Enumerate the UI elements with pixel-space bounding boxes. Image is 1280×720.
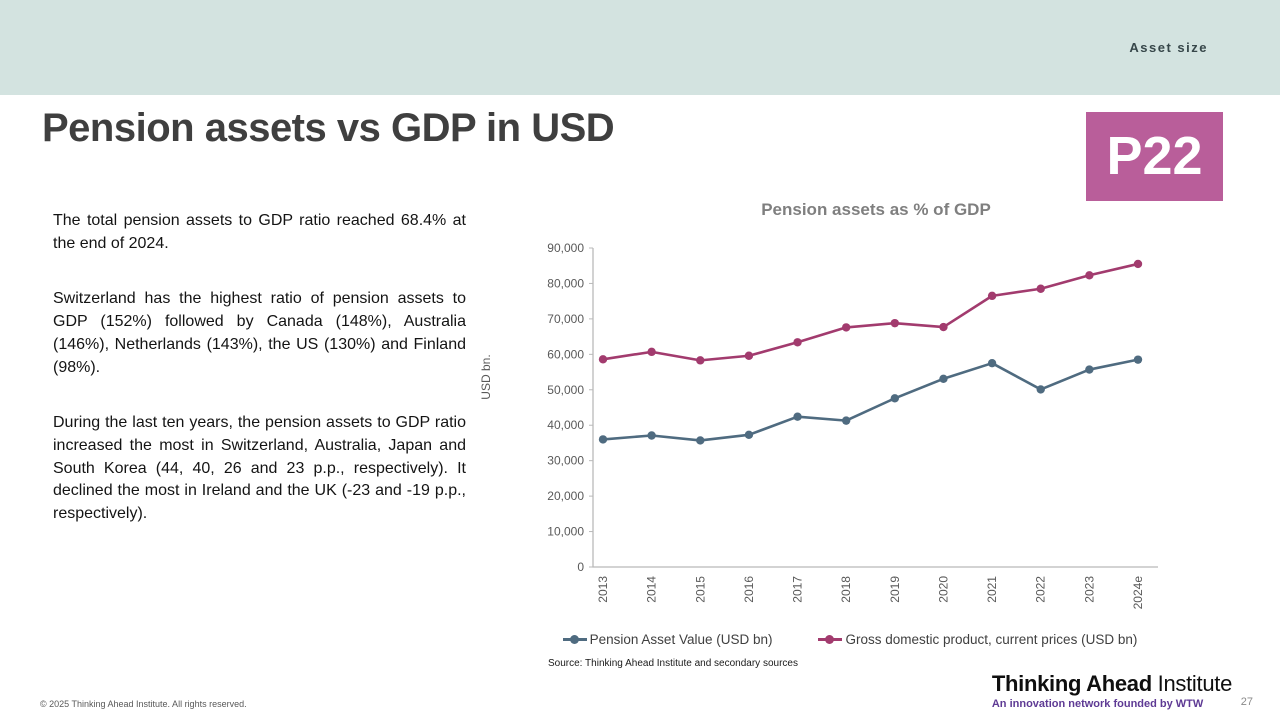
svg-text:30,000: 30,000 bbox=[547, 454, 584, 468]
p22-badge: P22 bbox=[1086, 112, 1223, 201]
paragraph-ten-years: During the last ten years, the pension a… bbox=[53, 414, 466, 523]
pension-series-marker-icon bbox=[562, 635, 587, 645]
svg-text:2014: 2014 bbox=[645, 576, 659, 603]
copyright-note: © 2025 Thinking Ahead Institute. All rig… bbox=[40, 699, 247, 709]
svg-text:2022: 2022 bbox=[1034, 576, 1048, 603]
header-band: Asset size bbox=[0, 0, 1280, 95]
svg-text:2016: 2016 bbox=[742, 576, 756, 603]
svg-text:90,000: 90,000 bbox=[547, 241, 584, 255]
page-title: Pension assets vs GDP in USD bbox=[42, 106, 615, 150]
svg-text:50,000: 50,000 bbox=[547, 383, 584, 397]
svg-text:80,000: 80,000 bbox=[547, 276, 584, 290]
legend-item-gdp: Gross domestic product, current prices (… bbox=[818, 632, 1137, 647]
source-note: Source: Thinking Ahead Institute and sec… bbox=[548, 658, 798, 669]
chart-title: Pension assets as % of GDP bbox=[761, 200, 991, 219]
svg-text:40,000: 40,000 bbox=[547, 418, 584, 432]
svg-text:20,000: 20,000 bbox=[547, 489, 584, 503]
section-label: Asset size bbox=[1129, 40, 1208, 55]
commentary-text: The total pension assets to GDP ratio re… bbox=[53, 210, 466, 559]
svg-text:2017: 2017 bbox=[791, 576, 805, 603]
svg-text:70,000: 70,000 bbox=[547, 312, 584, 326]
legend-label-pension: Pension Asset Value (USD bn) bbox=[589, 632, 773, 647]
paragraph-ratio: The total pension assets to GDP ratio re… bbox=[53, 212, 466, 252]
svg-text:2013: 2013 bbox=[596, 576, 610, 603]
svg-text:2024e: 2024e bbox=[1131, 576, 1145, 610]
svg-text:0: 0 bbox=[577, 560, 584, 574]
chart-legend: Pension Asset Value (USD bn) Gross domes… bbox=[480, 632, 1180, 647]
svg-text:60,000: 60,000 bbox=[547, 347, 584, 361]
logo-tagline: An innovation network founded by WTW bbox=[991, 698, 1204, 710]
line-chart: 0 10,000 20,000 30,000 40,000 50,000 60,000 70,… bbox=[547, 241, 1158, 610]
svg-text:10,000: 10,000 bbox=[547, 525, 584, 539]
svg-text:2023: 2023 bbox=[1082, 576, 1096, 603]
svg-text:2015: 2015 bbox=[693, 576, 707, 603]
legend-label-gdp: Gross domestic product, current prices (… bbox=[845, 632, 1138, 647]
chart-panel: Pension assets as % of GDP USD bn. 0 10,0… bbox=[479, 200, 1180, 669]
svg-text:2018: 2018 bbox=[839, 576, 853, 603]
svg-text:2021: 2021 bbox=[985, 576, 999, 603]
svg-text:2019: 2019 bbox=[888, 576, 902, 603]
logo-text: Thinking Ahead Institute bbox=[991, 671, 1232, 696]
page-number: 27 bbox=[1240, 696, 1253, 708]
svg-text:2020: 2020 bbox=[936, 576, 950, 603]
gdp-series-marker-icon bbox=[818, 635, 843, 645]
paragraph-highest-ratio: Switzerland has the highest ratio of pen… bbox=[53, 290, 466, 376]
thinking-ahead-logo: Thinking Ahead Institute An innovation n… bbox=[992, 671, 1232, 710]
legend-item-pension: Pension Asset Value (USD bn) bbox=[562, 632, 773, 647]
